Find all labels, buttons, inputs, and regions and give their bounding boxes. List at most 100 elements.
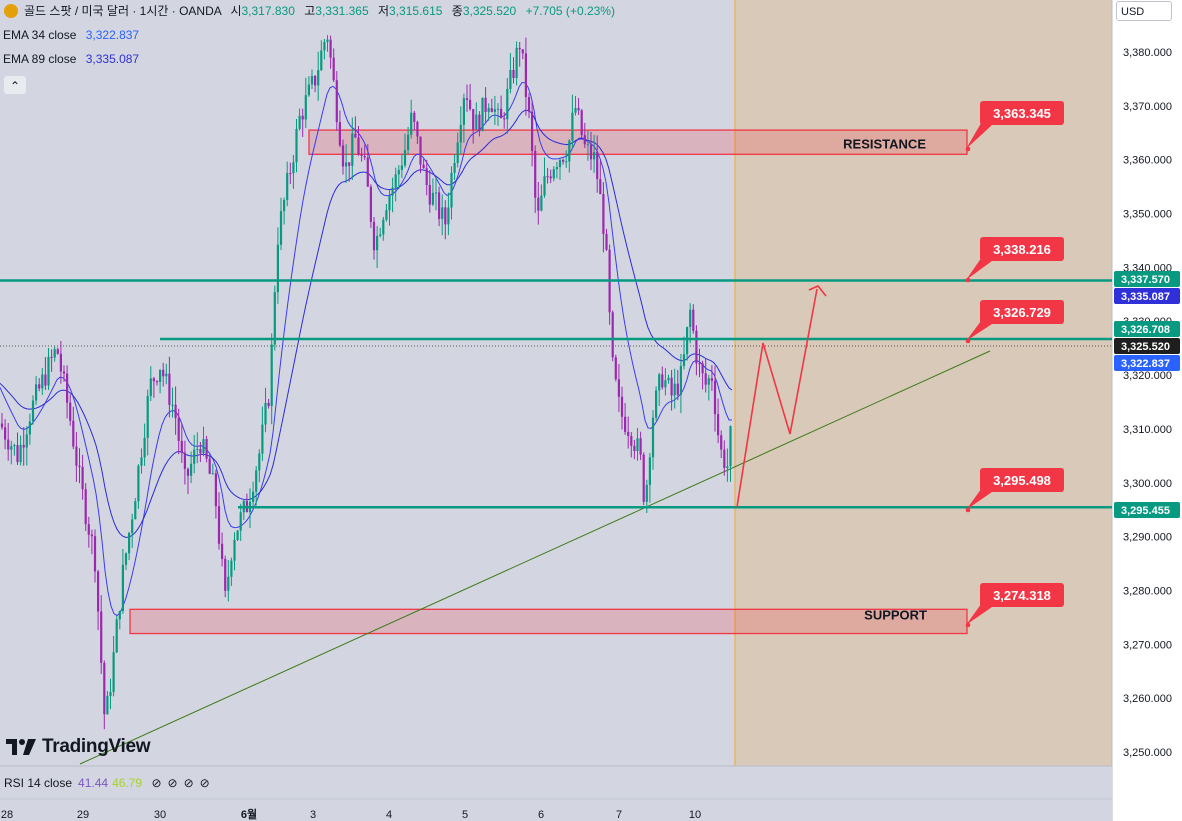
bullish-candle[interactable] bbox=[276, 227, 279, 304]
tradingview-logo[interactable]: TradingView bbox=[6, 736, 151, 758]
bearish-candle[interactable] bbox=[562, 158, 565, 165]
bullish-candle[interactable] bbox=[258, 449, 261, 483]
bullish-candle[interactable] bbox=[165, 363, 168, 385]
bullish-candle[interactable] bbox=[686, 326, 689, 361]
bearish-candle[interactable] bbox=[335, 71, 338, 131]
bullish-candle[interactable] bbox=[193, 434, 196, 474]
bearish-candle[interactable] bbox=[180, 423, 183, 463]
bearish-candle[interactable] bbox=[205, 435, 208, 463]
bullish-candle[interactable] bbox=[655, 386, 658, 421]
bullish-candle[interactable] bbox=[400, 153, 403, 179]
bearish-candle[interactable] bbox=[69, 394, 72, 426]
price-tag[interactable]: 3,325.520 bbox=[1114, 338, 1180, 354]
bullish-candle[interactable] bbox=[190, 451, 193, 484]
bearish-candle[interactable] bbox=[338, 110, 341, 148]
bullish-candle[interactable] bbox=[726, 448, 729, 482]
bearish-candle[interactable] bbox=[599, 160, 602, 195]
bullish-candle[interactable] bbox=[143, 423, 146, 466]
bearish-candle[interactable] bbox=[596, 135, 599, 193]
price-callout[interactable]: 3,363.345 bbox=[965, 101, 1064, 152]
price-tag[interactable]: 3,322.837 bbox=[1114, 355, 1180, 371]
bullish-candle[interactable] bbox=[41, 367, 44, 395]
bullish-candle[interactable] bbox=[385, 203, 388, 222]
bullish-candle[interactable] bbox=[509, 53, 512, 94]
ema34-label[interactable]: EMA 34 close bbox=[3, 28, 77, 42]
bearish-candle[interactable] bbox=[469, 84, 472, 111]
bearish-candle[interactable] bbox=[186, 467, 190, 495]
ascending-trendline[interactable] bbox=[79, 350, 991, 765]
bearish-candle[interactable] bbox=[630, 432, 633, 458]
bearish-candle[interactable] bbox=[614, 354, 617, 382]
bullish-candle[interactable] bbox=[227, 559, 230, 602]
bearish-candle[interactable] bbox=[162, 362, 165, 387]
currency-selector[interactable]: USD bbox=[1116, 1, 1172, 21]
bearish-candle[interactable] bbox=[428, 170, 431, 213]
bearish-candle[interactable] bbox=[527, 93, 531, 119]
bearish-candle[interactable] bbox=[0, 412, 4, 430]
bearish-candle[interactable] bbox=[661, 366, 664, 390]
bullish-candle[interactable] bbox=[19, 435, 22, 466]
bullish-candle[interactable] bbox=[407, 126, 410, 155]
bullish-candle[interactable] bbox=[118, 610, 121, 630]
bearish-candle[interactable] bbox=[695, 325, 698, 376]
bullish-candle[interactable] bbox=[304, 77, 307, 128]
bearish-candle[interactable] bbox=[314, 75, 317, 93]
bullish-candle[interactable] bbox=[310, 69, 314, 90]
bullish-candle[interactable] bbox=[658, 372, 661, 406]
bullish-candle[interactable] bbox=[351, 117, 354, 181]
bearish-candle[interactable] bbox=[419, 136, 422, 174]
bullish-candle[interactable] bbox=[295, 118, 298, 173]
bullish-candle[interactable] bbox=[10, 440, 13, 465]
bearish-candle[interactable] bbox=[168, 356, 171, 418]
price-tag[interactable]: 3,337.570 bbox=[1114, 271, 1180, 287]
bearish-candle[interactable] bbox=[372, 216, 376, 260]
bearish-candle[interactable] bbox=[78, 448, 81, 484]
bearish-candle[interactable] bbox=[534, 145, 537, 213]
bullish-candle[interactable] bbox=[431, 178, 434, 207]
bullish-candle[interactable] bbox=[729, 425, 732, 482]
price-tag[interactable]: 3,326.708 bbox=[1114, 321, 1180, 337]
bullish-candle[interactable] bbox=[487, 103, 490, 121]
bearish-candle[interactable] bbox=[624, 402, 627, 435]
price-callout[interactable]: 3,274.318 bbox=[965, 583, 1064, 628]
price-tag[interactable]: 3,335.087 bbox=[1114, 288, 1180, 304]
bullish-candle[interactable] bbox=[317, 51, 320, 101]
symbol-title[interactable]: 골드 스팟 / 미국 달러 · 1시간 · OANDA bbox=[24, 4, 222, 18]
rsi-label[interactable]: RSI 14 close bbox=[4, 776, 73, 790]
bullish-candle[interactable] bbox=[552, 166, 555, 182]
bullish-candle[interactable] bbox=[298, 108, 301, 131]
bearish-candle[interactable] bbox=[478, 111, 481, 137]
price-callout[interactable]: 3,326.729 bbox=[965, 300, 1064, 344]
bearish-candle[interactable] bbox=[332, 48, 335, 82]
bearish-candle[interactable] bbox=[155, 379, 159, 386]
bullish-candle[interactable] bbox=[196, 432, 199, 464]
bullish-candle[interactable] bbox=[475, 102, 478, 130]
bearish-candle[interactable] bbox=[93, 529, 97, 583]
bearish-candle[interactable] bbox=[416, 120, 419, 145]
bearish-candle[interactable] bbox=[698, 348, 701, 378]
bullish-candle[interactable] bbox=[326, 35, 329, 52]
bullish-candle[interactable] bbox=[379, 227, 382, 238]
bullish-candle[interactable] bbox=[270, 333, 273, 425]
bearish-candle[interactable] bbox=[642, 452, 645, 506]
bullish-candle[interactable] bbox=[388, 189, 391, 226]
bullish-candle[interactable] bbox=[307, 76, 310, 97]
bearish-candle[interactable] bbox=[639, 431, 642, 461]
bullish-candle[interactable] bbox=[137, 464, 140, 509]
bullish-candle[interactable] bbox=[447, 192, 450, 236]
bullish-candle[interactable] bbox=[540, 184, 543, 212]
bearish-candle[interactable] bbox=[44, 357, 47, 390]
bearish-candle[interactable] bbox=[620, 386, 624, 430]
bearish-candle[interactable] bbox=[62, 365, 66, 382]
price-tag[interactable]: 3,295.455 bbox=[1114, 502, 1180, 518]
bearish-candle[interactable] bbox=[490, 98, 493, 113]
bearish-candle[interactable] bbox=[97, 569, 100, 631]
bullish-candle[interactable] bbox=[323, 39, 326, 60]
bearish-candle[interactable] bbox=[537, 181, 540, 225]
bearish-candle[interactable] bbox=[177, 408, 180, 455]
bullish-candle[interactable] bbox=[13, 443, 16, 456]
bearish-candle[interactable] bbox=[214, 469, 217, 519]
bullish-candle[interactable] bbox=[376, 225, 379, 269]
bearish-candle[interactable] bbox=[602, 182, 605, 253]
bullish-candle[interactable] bbox=[283, 197, 286, 225]
